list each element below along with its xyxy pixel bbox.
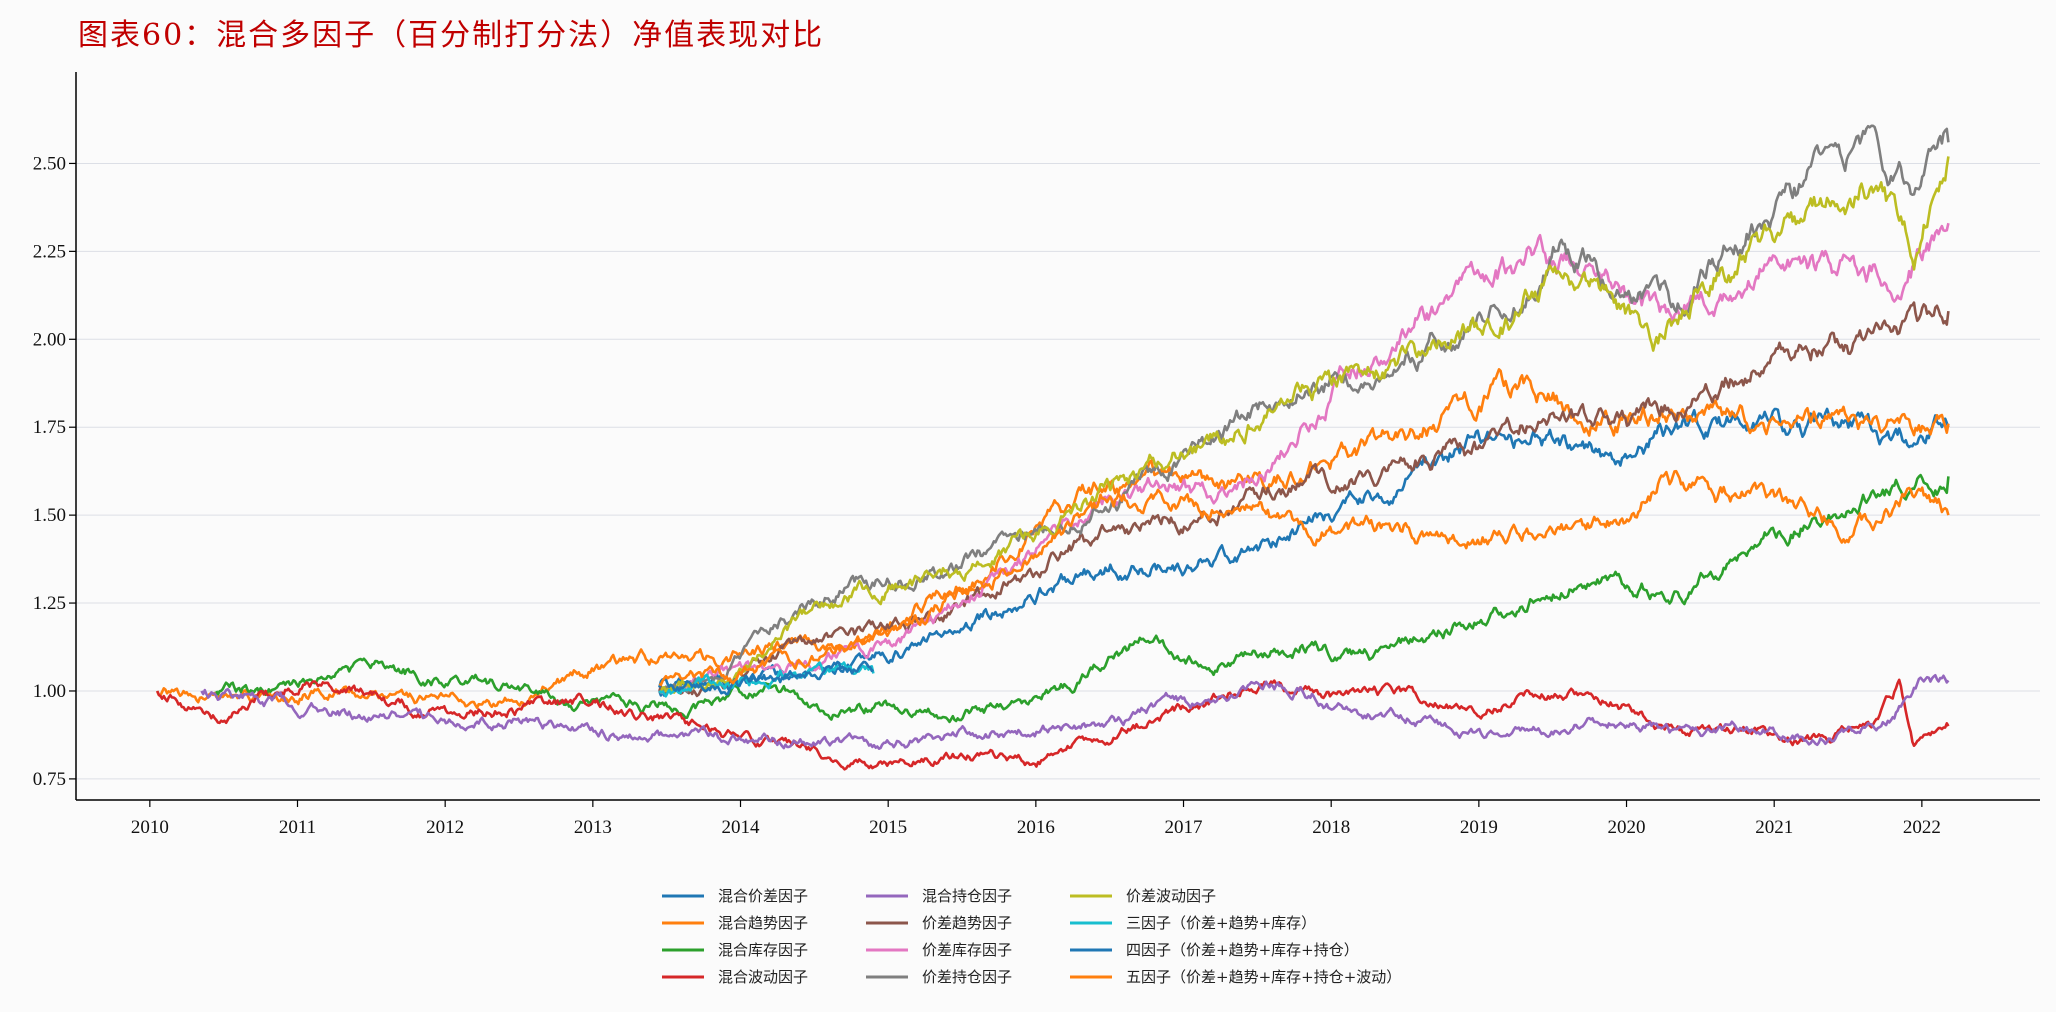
x-tick-label: 2022 bbox=[1903, 817, 1941, 838]
x-tick-label: 2010 bbox=[131, 817, 169, 838]
legend-label: 混合波动因子 bbox=[718, 968, 808, 986]
legend-label: 混合持仓因子 bbox=[922, 887, 1012, 905]
legend-label: 混合趋势因子 bbox=[718, 914, 808, 932]
series-line-11 bbox=[658, 660, 875, 696]
series-line-7 bbox=[658, 222, 1950, 695]
y-tick-label: 2.00 bbox=[33, 329, 66, 350]
x-tick-label: 2013 bbox=[574, 817, 612, 838]
series-line-9 bbox=[658, 156, 1950, 694]
y-tick-label: 1.50 bbox=[33, 505, 66, 526]
x-tick-label: 2018 bbox=[1312, 817, 1350, 838]
series-line-6 bbox=[658, 301, 1950, 698]
x-tick-label: 2020 bbox=[1608, 817, 1646, 838]
series-line-4 bbox=[156, 678, 1950, 771]
y-tick-label: 1.00 bbox=[33, 681, 66, 702]
x-tick-label: 2015 bbox=[869, 817, 907, 838]
x-tick-label: 2016 bbox=[1017, 817, 1055, 838]
y-tick-label: 1.25 bbox=[33, 593, 66, 614]
legend-label: 价差持仓因子 bbox=[922, 968, 1012, 986]
axes: 0.75 1.00 1.25 1.50 1.75 2.00 2.25 2.50 2010 2011… bbox=[33, 72, 2040, 838]
y-tick-label: 1.75 bbox=[33, 417, 66, 438]
legend-label: 价差趋势因子 bbox=[922, 914, 1012, 932]
series-line-8 bbox=[658, 124, 1950, 695]
y-tick-label: 2.25 bbox=[33, 241, 66, 262]
series-line-3 bbox=[215, 473, 1950, 724]
x-tick-label: 2017 bbox=[1165, 817, 1203, 838]
legend-label: 混合库存因子 bbox=[718, 941, 808, 959]
y-tick-label: 2.50 bbox=[33, 153, 66, 174]
series-line-5 bbox=[200, 673, 1950, 750]
series-line-12 bbox=[658, 469, 1950, 687]
legend-label: 价差波动因子 bbox=[1126, 887, 1216, 905]
legend-label: 五因子（价差+趋势+库存+持仓+波动） bbox=[1126, 968, 1401, 986]
series-line-1 bbox=[658, 407, 1950, 697]
series-line-10 bbox=[658, 661, 875, 698]
x-tick-label: 2011 bbox=[279, 817, 316, 838]
series-lines bbox=[155, 124, 1950, 771]
x-tick-label: 2012 bbox=[426, 817, 464, 838]
legend-label: 三因子（价差+趋势+库存） bbox=[1126, 914, 1316, 932]
chart-title: 图表60：混合多因子（百分制打分法）净值表现对比 bbox=[78, 18, 825, 53]
y-tick-label: 0.75 bbox=[33, 769, 66, 790]
legend-label: 四因子（价差+趋势+库存+持仓） bbox=[1126, 941, 1359, 959]
x-tick-label: 2014 bbox=[722, 817, 761, 838]
x-tick-label: 2019 bbox=[1460, 817, 1498, 838]
x-tick-label: 2021 bbox=[1755, 817, 1793, 838]
legend-label: 混合价差因子 bbox=[718, 887, 808, 905]
legend-label: 价差库存因子 bbox=[922, 941, 1012, 959]
series-line-2 bbox=[155, 368, 1950, 710]
